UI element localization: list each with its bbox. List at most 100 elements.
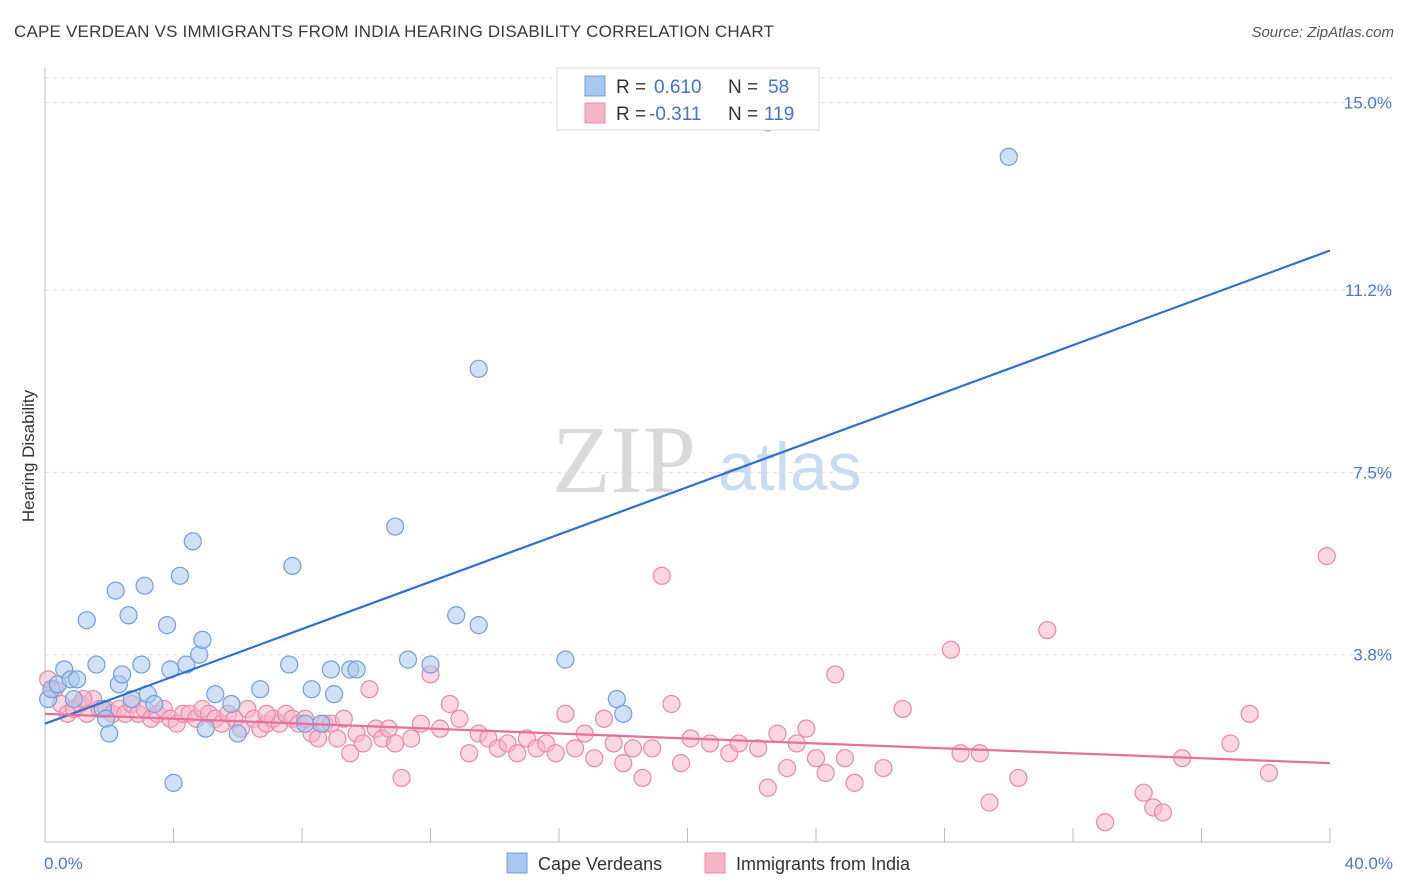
data-point-india [980,793,999,812]
data-point-cape-verdean [556,650,575,669]
data-point-cape-verdean [170,566,190,585]
data-point-india [749,739,768,758]
data-point-cape-verdean [64,689,84,709]
data-point-india [970,744,989,763]
data-point-cape-verdean [106,581,125,600]
data-point-india [1221,734,1240,753]
data-point-cape-verdean [280,655,299,674]
stats-n-value-2: 119 [764,104,794,125]
data-point-india [941,640,961,659]
watermark-zip: ZIP [552,406,696,513]
data-point-india [758,778,777,797]
data-point-india [565,739,585,758]
data-point-india [1038,620,1057,640]
data-point-india [411,714,430,733]
legend-label-india: Immigrants from India [736,854,911,874]
data-point-india [1259,763,1279,783]
data-point-cape-verdean [469,616,488,635]
data-point-india [835,749,855,768]
data-point-india [806,749,826,768]
data-point-india [585,749,604,768]
grid-lines [45,77,1392,656]
y-tick-label: 3.8% [1353,646,1392,665]
series-cape-verdeans-points [39,113,1018,792]
stats-n-label-1: N = [728,77,758,98]
stats-n-label-2: N = [728,104,758,125]
data-point-india [360,680,379,699]
data-point-india [508,744,527,763]
data-point-cape-verdean [251,680,270,699]
legend-label-cape-verdeans: Cape Verdeans [538,854,662,874]
data-point-india [797,719,816,738]
y-tick-label: 7.5% [1353,463,1392,482]
y-tick-label: 15.0% [1344,94,1392,113]
x-tick-label: 0.0% [44,854,83,873]
x-tick-label: 40.0% [1345,854,1393,873]
data-point-india [614,754,633,773]
data-point-india [623,739,642,758]
data-point-india [334,709,353,728]
data-point-cape-verdean [100,724,119,743]
data-point-india [1317,547,1336,566]
data-point-india [777,758,797,778]
stats-legend-swatch-pink [584,102,606,124]
data-point-cape-verdean [302,680,321,699]
data-point-india [1009,768,1028,788]
data-point-cape-verdean [135,576,154,595]
data-point-cape-verdean [398,650,418,669]
data-point-cape-verdean [283,556,302,576]
data-point-cape-verdean [206,685,225,704]
data-point-cape-verdean [193,630,212,650]
legend-swatch-india [704,852,726,874]
data-point-cape-verdean [145,694,164,714]
y-tick-labels: 3.8% 7.5% 11.2% 15.0% [1344,94,1392,665]
data-point-india [700,734,720,753]
legend-swatch-cape-verdeans [506,852,528,874]
data-point-cape-verdean [386,517,405,536]
data-point-india [671,754,691,773]
data-point-cape-verdean [68,670,87,689]
data-point-india [652,566,671,585]
stats-n-value-1: 58 [768,77,789,98]
data-point-india [845,773,864,792]
data-point-india [1134,783,1153,802]
data-point-cape-verdean [177,655,196,674]
data-point-india [604,734,623,753]
data-point-india [662,694,681,714]
data-point-india [459,744,479,763]
data-point-india [353,734,373,753]
data-point-india [1240,704,1259,723]
data-point-cape-verdean [164,773,183,792]
data-point-india [1153,803,1173,822]
data-point-cape-verdean [112,665,132,684]
data-point-cape-verdean [183,532,202,551]
stats-r-label-1: R = [616,77,646,98]
trend-line-india [44,712,1331,765]
data-point-cape-verdean [347,660,366,679]
data-point-cape-verdean [447,606,466,625]
data-point-cape-verdean [469,359,488,378]
data-point-india [816,763,835,783]
data-point-india [594,709,614,728]
data-point-india [546,744,565,763]
chart-title: CAPE VERDEAN VS IMMIGRANTS FROM INDIA HE… [14,22,775,41]
data-point-india [643,739,662,758]
stats-r-value-1: 0.610 [654,77,702,98]
data-point-india [729,734,749,753]
data-point-india [874,758,893,778]
stats-r-value-2: -0.311 [649,104,701,125]
data-point-india [951,744,970,763]
data-point-india [1096,813,1115,832]
data-point-india [768,724,787,743]
data-point-india [257,704,276,723]
data-point-india [633,768,652,788]
y-tick-label: 11.2% [1345,281,1392,300]
data-point-cape-verdean [325,685,344,704]
data-point-india [392,768,411,788]
data-point-india [341,744,360,763]
data-point-cape-verdean [77,611,96,630]
y-axis-title: Hearing Disability [19,389,38,522]
data-point-cape-verdean [321,660,341,679]
data-point-cape-verdean [421,655,440,674]
data-point-india [893,699,912,719]
